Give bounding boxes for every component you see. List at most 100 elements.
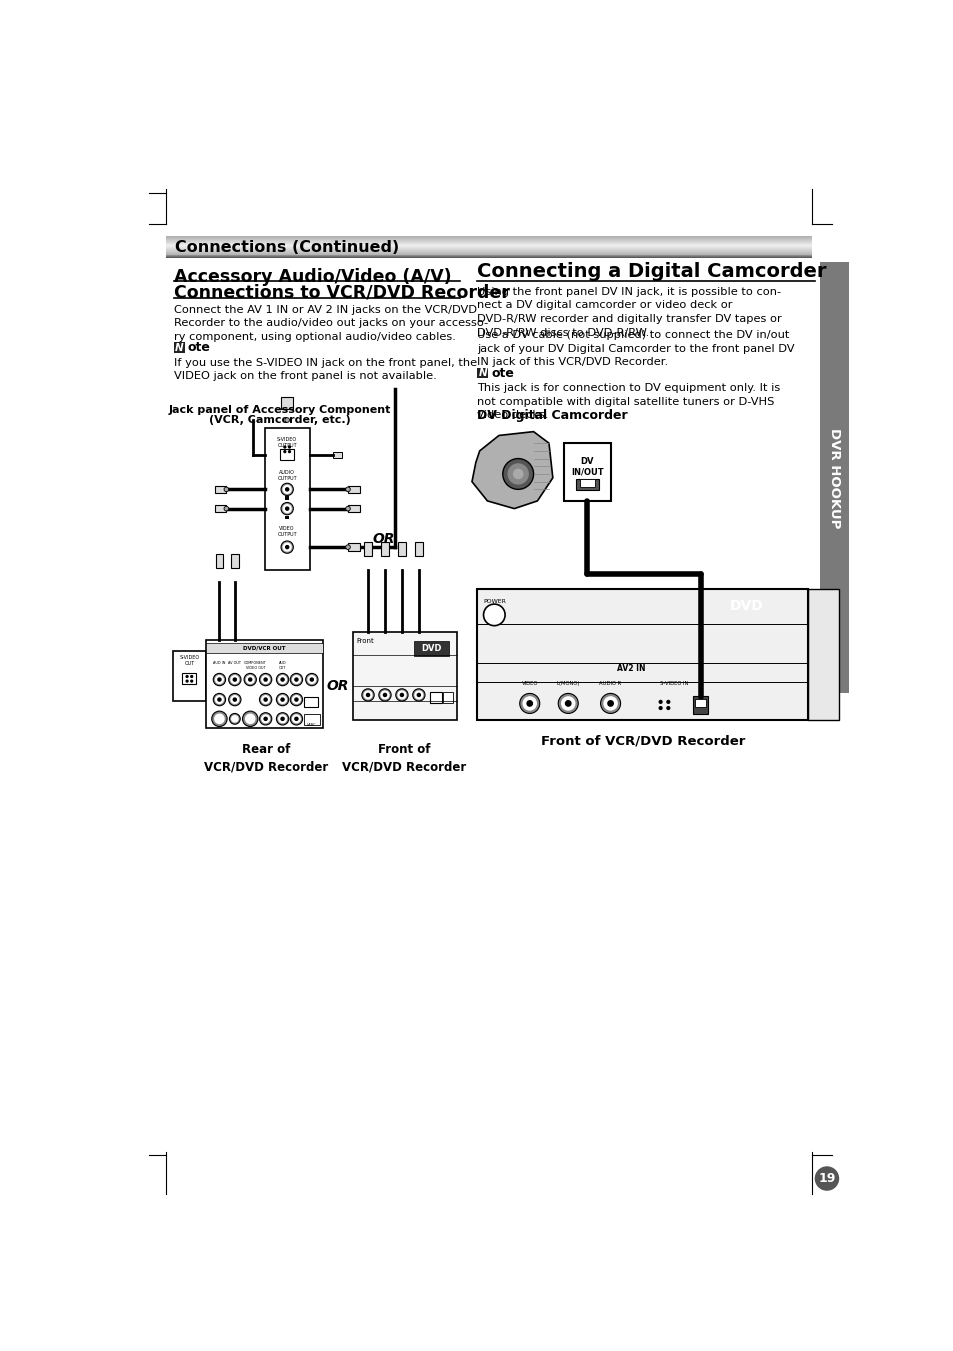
Circle shape — [565, 701, 570, 707]
Circle shape — [513, 469, 522, 478]
Circle shape — [224, 507, 229, 511]
Circle shape — [186, 676, 188, 677]
Circle shape — [666, 701, 669, 704]
Text: Front of VCR/DVD Recorder: Front of VCR/DVD Recorder — [540, 734, 744, 747]
Circle shape — [242, 711, 257, 727]
Circle shape — [345, 488, 350, 492]
Circle shape — [283, 505, 291, 512]
Circle shape — [293, 715, 300, 723]
Circle shape — [413, 689, 425, 701]
Bar — [173, 342, 185, 353]
Circle shape — [526, 701, 532, 707]
Circle shape — [293, 696, 300, 704]
Circle shape — [281, 678, 284, 681]
Bar — [348, 543, 359, 551]
Text: S-VIDEO
OUT: S-VIDEO OUT — [179, 655, 199, 666]
Text: (VCR, Camcorder, etc.): (VCR, Camcorder, etc.) — [209, 415, 350, 424]
Text: AUDIO R: AUDIO R — [598, 681, 621, 686]
Circle shape — [213, 673, 225, 686]
Circle shape — [259, 713, 272, 725]
Circle shape — [290, 673, 302, 686]
Circle shape — [278, 715, 286, 723]
Bar — [173, 651, 205, 701]
Text: AUD
OUT: AUD OUT — [278, 661, 286, 670]
Bar — [304, 715, 319, 725]
Bar — [716, 590, 777, 620]
Circle shape — [502, 458, 533, 489]
Text: Connecting a Digital Camcorder: Connecting a Digital Camcorder — [476, 262, 826, 281]
Bar — [397, 543, 405, 557]
Circle shape — [308, 676, 315, 684]
Text: Jack panel of Accessory Component: Jack panel of Accessory Component — [168, 405, 391, 415]
Circle shape — [815, 1167, 838, 1190]
Circle shape — [395, 689, 408, 701]
Bar — [348, 485, 359, 493]
Circle shape — [400, 693, 403, 697]
Bar — [476, 589, 807, 720]
Circle shape — [288, 446, 290, 449]
Text: This jack is for connection to DV equipment only. It is
not compatible with digi: This jack is for connection to DV equipm… — [476, 384, 780, 420]
Text: Front of
VCR/DVD Recorder: Front of VCR/DVD Recorder — [342, 743, 466, 774]
Circle shape — [245, 715, 254, 723]
Text: POWER: POWER — [482, 598, 505, 604]
Circle shape — [261, 696, 269, 704]
Text: N: N — [478, 367, 487, 378]
Circle shape — [264, 678, 267, 681]
Circle shape — [508, 463, 528, 484]
Circle shape — [345, 544, 350, 550]
Bar — [280, 450, 294, 461]
Circle shape — [283, 543, 291, 551]
Circle shape — [294, 717, 297, 720]
Text: DVD/VCR OUT: DVD/VCR OUT — [243, 646, 285, 650]
Circle shape — [264, 698, 267, 701]
Bar — [333, 451, 341, 458]
Circle shape — [381, 692, 389, 698]
Text: AV OUT: AV OUT — [228, 661, 241, 665]
Text: DV
IN/OUT: DV IN/OUT — [571, 457, 603, 477]
Circle shape — [285, 546, 289, 549]
Circle shape — [233, 698, 236, 701]
Circle shape — [231, 676, 238, 684]
Circle shape — [191, 680, 193, 682]
Bar — [182, 673, 196, 684]
Circle shape — [416, 693, 420, 697]
Bar — [476, 367, 488, 378]
Circle shape — [276, 673, 289, 686]
Bar — [519, 634, 565, 639]
Text: AV2 IN: AV2 IN — [617, 665, 645, 673]
Circle shape — [281, 717, 284, 720]
Bar — [652, 696, 676, 715]
Circle shape — [561, 697, 574, 711]
Bar — [215, 554, 223, 567]
Circle shape — [212, 711, 227, 727]
Text: Connections (Continued): Connections (Continued) — [174, 240, 398, 255]
Text: DVD: DVD — [420, 644, 441, 654]
Text: AUDIO
OUTPUT: AUDIO OUTPUT — [277, 470, 296, 481]
Circle shape — [659, 701, 661, 704]
Circle shape — [285, 488, 289, 490]
Circle shape — [244, 673, 256, 686]
Text: Use a DV cable (not supplied) to connect the DV in/out
jack of your DV Digital C: Use a DV cable (not supplied) to connect… — [476, 330, 794, 367]
Text: L(MONO): L(MONO) — [556, 681, 579, 686]
Circle shape — [483, 604, 504, 626]
Circle shape — [229, 693, 241, 705]
Circle shape — [261, 715, 269, 723]
Circle shape — [281, 503, 293, 515]
Bar — [820, 262, 848, 693]
Circle shape — [281, 540, 293, 554]
Circle shape — [284, 451, 286, 453]
Circle shape — [290, 693, 302, 705]
Circle shape — [383, 693, 386, 697]
Bar — [348, 505, 359, 512]
Bar — [214, 505, 226, 512]
Text: Front: Front — [356, 638, 374, 644]
Bar — [381, 543, 389, 557]
Circle shape — [191, 676, 193, 677]
Circle shape — [397, 692, 405, 698]
Circle shape — [283, 485, 291, 493]
Circle shape — [249, 678, 252, 681]
Circle shape — [224, 488, 229, 492]
Circle shape — [231, 696, 238, 704]
Circle shape — [522, 697, 536, 711]
Circle shape — [285, 507, 289, 511]
